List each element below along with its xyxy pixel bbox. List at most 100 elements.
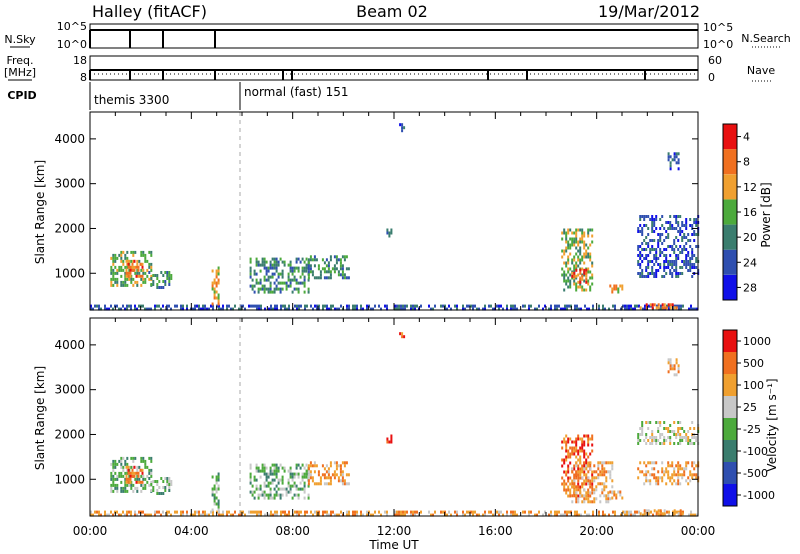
data-cell (94, 510, 96, 514)
data-cell (305, 463, 308, 467)
data-cell (168, 489, 171, 492)
data-cell (287, 490, 290, 494)
data-cell (211, 302, 214, 306)
data-cell (182, 304, 184, 308)
velocity-x-ticks (89, 318, 699, 516)
data-cell (673, 215, 676, 218)
data-cell (142, 456, 145, 460)
data-cell (683, 260, 686, 263)
data-cell (299, 281, 302, 285)
data-cell (652, 513, 654, 517)
data-cell (583, 455, 586, 459)
data-cell (348, 510, 350, 514)
data-cell (650, 510, 652, 514)
data-cell (168, 483, 171, 486)
data-cell (579, 252, 582, 256)
data-cell (295, 466, 298, 470)
data-cell (671, 461, 674, 465)
data-cell (536, 513, 538, 517)
data-cell (273, 290, 276, 294)
data-cell (612, 304, 614, 308)
data-cell (682, 510, 684, 514)
data-cell (637, 476, 640, 480)
data-cell (675, 482, 678, 486)
colorbar-swatch (723, 418, 737, 440)
data-cell (279, 496, 282, 500)
data-cell (563, 270, 566, 274)
data-cell (609, 461, 612, 465)
data-cell (122, 280, 125, 284)
data-cell (127, 274, 130, 278)
data-cell (651, 218, 654, 221)
data-cell (583, 449, 586, 453)
data-cell (329, 276, 332, 280)
data-cell (542, 307, 544, 311)
data-cell (609, 470, 612, 474)
data-cell (598, 307, 600, 311)
data-cell (645, 269, 648, 272)
colorbar-swatch (723, 249, 737, 275)
data-cell (655, 272, 658, 275)
data-cell (301, 478, 304, 482)
data-cell (215, 490, 218, 494)
data-cell (140, 483, 143, 487)
data-cell (252, 510, 254, 514)
data-cell (587, 491, 590, 495)
data-cell (281, 487, 284, 491)
data-cell (291, 269, 294, 273)
data-cell (249, 260, 252, 264)
data-cell (565, 261, 568, 265)
data-cell (669, 367, 672, 371)
data-cell (579, 282, 582, 286)
data-cell (675, 358, 678, 362)
data-cell (567, 267, 570, 271)
nave-tick-top: 60 (708, 54, 722, 67)
data-cell (673, 367, 676, 371)
data-cell (186, 307, 188, 311)
data-cell (217, 269, 220, 273)
data-cell (414, 510, 416, 514)
data-cell (152, 489, 155, 492)
data-cell (282, 304, 284, 308)
data-cell (655, 257, 658, 260)
data-cell (114, 271, 117, 275)
data-cell (583, 252, 586, 256)
data-cell (679, 266, 682, 269)
data-cell (337, 476, 340, 480)
data-cell (677, 473, 680, 477)
data-cell (324, 304, 326, 308)
data-cell (560, 307, 562, 311)
data-cell (127, 465, 130, 469)
data-cell (156, 483, 159, 486)
data-cell (327, 264, 330, 268)
data-cell (162, 486, 165, 489)
data-cell (598, 513, 600, 517)
data-cell (583, 231, 586, 235)
data-cell (689, 442, 692, 445)
data-cell (386, 513, 388, 517)
data-cell (649, 260, 652, 263)
data-cell (285, 284, 288, 288)
data-cell (577, 452, 580, 456)
data-cell (659, 254, 662, 257)
data-cell (285, 490, 288, 494)
data-cell (528, 510, 530, 514)
data-cell (643, 275, 646, 278)
data-cell (142, 253, 145, 257)
data-cell (673, 227, 676, 230)
data-cell (122, 262, 125, 266)
data-cell (330, 304, 332, 308)
colorbar-swatch (723, 374, 737, 396)
data-cell (323, 276, 326, 280)
data-cell (403, 335, 406, 339)
data-cell (217, 281, 220, 285)
data-cell (641, 242, 644, 245)
data-cell (681, 251, 684, 254)
data-cell (144, 462, 147, 466)
data-cell (575, 473, 578, 477)
data-cell (339, 467, 342, 471)
colorbar-tick-label: -100 (743, 445, 768, 458)
data-cell (277, 260, 280, 264)
data-cell (110, 283, 113, 287)
data-cell (663, 303, 666, 307)
